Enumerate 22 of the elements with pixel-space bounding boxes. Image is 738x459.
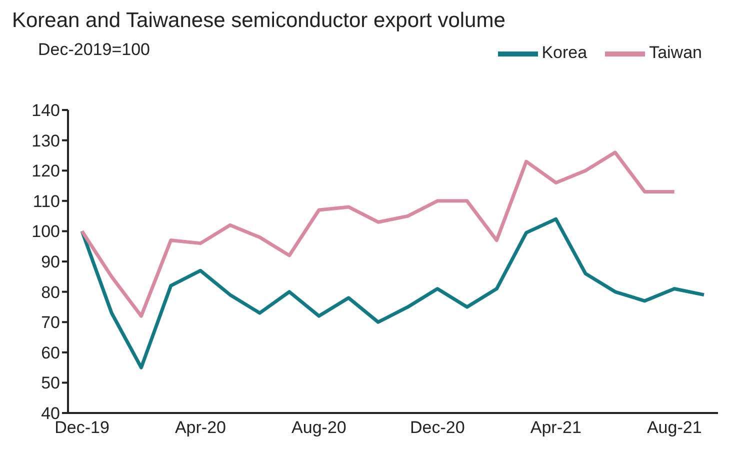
y-tick-label: 90 xyxy=(41,252,60,272)
legend-label: Korea xyxy=(542,43,588,62)
y-tick-label: 80 xyxy=(41,282,60,302)
y-tick-label: 140 xyxy=(32,101,60,120)
x-tick-label: Dec-20 xyxy=(410,418,465,438)
chart-title: Korean and Taiwanese semiconductor export volume xyxy=(12,8,506,34)
y-tick-label: 50 xyxy=(41,374,60,393)
line-series xyxy=(80,217,706,370)
x-tick-label: Apr-20 xyxy=(174,418,226,438)
y-tick-label: 70 xyxy=(41,313,60,332)
y-tick-label: 110 xyxy=(32,192,60,211)
x-tick-label: Apr-21 xyxy=(530,418,582,438)
y-axis-title: Dec-2019=100 xyxy=(38,40,150,60)
x-tick-label: Dec-19 xyxy=(54,418,110,438)
y-tick-label: 130 xyxy=(32,131,60,150)
x-tick-label: Aug-21 xyxy=(646,418,702,438)
x-tick-label: Aug-20 xyxy=(292,418,346,438)
legend-label: Taiwan xyxy=(649,43,702,62)
y-tick-label: 100 xyxy=(32,222,60,242)
y-tick-label: 60 xyxy=(41,343,60,362)
line-series xyxy=(80,150,676,318)
y-tick-label: 120 xyxy=(32,162,60,181)
